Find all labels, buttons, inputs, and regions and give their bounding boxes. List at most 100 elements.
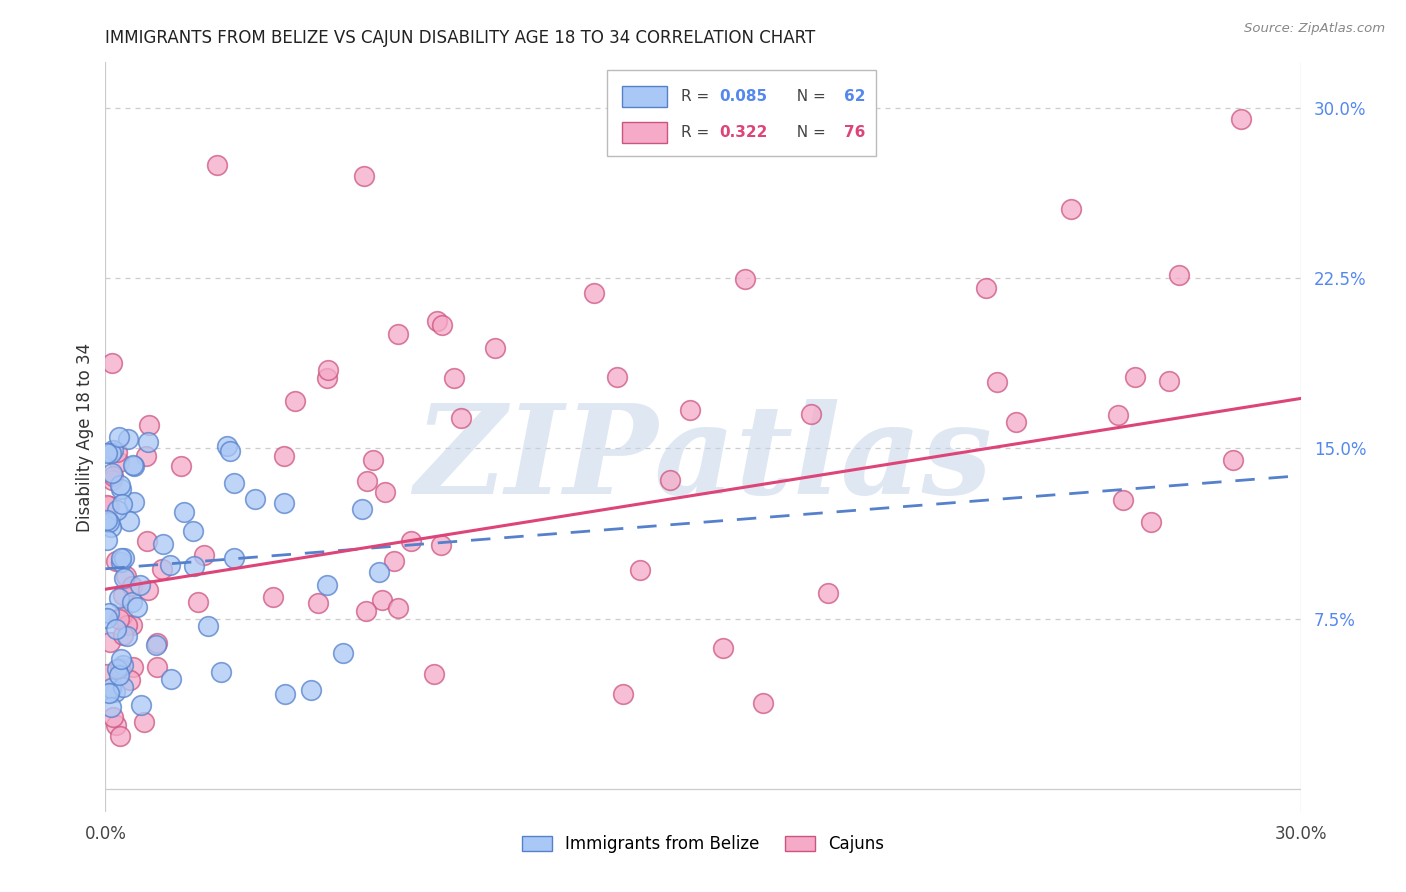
Legend: Immigrants from Belize, Cajuns: Immigrants from Belize, Cajuns bbox=[516, 829, 890, 860]
Point bbox=[112, 571, 135, 585]
Point bbox=[96, 514, 118, 528]
Point bbox=[135, 533, 157, 548]
Point bbox=[103, 710, 125, 724]
Point bbox=[361, 452, 384, 467]
Bar bbox=[621, 121, 666, 143]
Text: 62: 62 bbox=[844, 88, 866, 103]
Point bbox=[374, 485, 396, 500]
Point bbox=[679, 403, 702, 417]
Point bbox=[120, 673, 142, 687]
Point bbox=[96, 533, 118, 547]
Point bbox=[112, 658, 135, 673]
Point bbox=[107, 662, 129, 676]
Point bbox=[262, 590, 284, 604]
Y-axis label: Disability Age 18 to 34: Disability Age 18 to 34 bbox=[76, 343, 94, 532]
Point bbox=[112, 588, 135, 602]
Point bbox=[107, 503, 129, 517]
Text: R =: R = bbox=[682, 125, 714, 140]
Point bbox=[117, 433, 139, 447]
Point bbox=[316, 362, 339, 376]
Point bbox=[443, 371, 465, 385]
Point bbox=[170, 458, 193, 473]
Point bbox=[112, 550, 135, 565]
Point bbox=[96, 667, 118, 681]
Point bbox=[1123, 369, 1146, 384]
Point bbox=[450, 410, 472, 425]
Point bbox=[108, 612, 131, 626]
Point bbox=[100, 681, 122, 695]
Point bbox=[711, 641, 734, 656]
Point bbox=[122, 495, 145, 509]
Point bbox=[152, 536, 174, 550]
Point bbox=[484, 341, 506, 355]
Point bbox=[219, 443, 242, 458]
Point bbox=[800, 408, 823, 422]
Text: ZIPatlas: ZIPatlas bbox=[413, 399, 993, 520]
Point bbox=[101, 468, 124, 483]
Point bbox=[1112, 492, 1135, 507]
Point bbox=[387, 327, 409, 342]
Text: Source: ZipAtlas.com: Source: ZipAtlas.com bbox=[1244, 22, 1385, 36]
Point bbox=[628, 563, 651, 577]
Point bbox=[105, 554, 128, 568]
Point bbox=[150, 562, 173, 576]
Point bbox=[1157, 374, 1180, 388]
Text: N =: N = bbox=[787, 125, 831, 140]
Point bbox=[96, 611, 118, 625]
Point bbox=[104, 685, 127, 699]
Point bbox=[432, 318, 454, 333]
Point bbox=[307, 596, 329, 610]
Point bbox=[97, 515, 120, 529]
Point bbox=[135, 449, 157, 463]
Point bbox=[100, 699, 122, 714]
Point bbox=[96, 446, 118, 460]
Point bbox=[97, 685, 120, 699]
Point bbox=[110, 555, 132, 569]
Point bbox=[98, 500, 121, 514]
Point bbox=[108, 661, 131, 675]
Point bbox=[134, 715, 156, 730]
Point bbox=[110, 551, 132, 566]
Point bbox=[274, 687, 297, 701]
Point bbox=[108, 478, 131, 492]
Point bbox=[817, 586, 839, 600]
Point bbox=[751, 696, 773, 710]
Point bbox=[146, 636, 169, 650]
Point bbox=[129, 698, 152, 712]
Point bbox=[98, 634, 121, 648]
Text: 76: 76 bbox=[844, 125, 866, 140]
Point bbox=[368, 565, 391, 579]
Point bbox=[422, 667, 444, 681]
Point bbox=[108, 430, 131, 444]
Point bbox=[612, 687, 634, 701]
Point bbox=[582, 285, 605, 300]
Point bbox=[193, 548, 215, 562]
Point bbox=[1229, 112, 1251, 127]
Point bbox=[382, 554, 405, 568]
Point bbox=[284, 394, 307, 409]
Point bbox=[1060, 202, 1083, 216]
Point bbox=[101, 443, 124, 458]
Point bbox=[121, 595, 143, 609]
Point bbox=[121, 578, 143, 592]
Point bbox=[129, 578, 152, 592]
Point bbox=[122, 458, 145, 473]
Point bbox=[118, 514, 141, 528]
Point bbox=[100, 520, 122, 534]
Point bbox=[105, 445, 128, 459]
Point bbox=[974, 281, 997, 295]
Point bbox=[160, 672, 183, 686]
Point bbox=[183, 558, 205, 573]
Point bbox=[100, 473, 122, 487]
Point bbox=[127, 599, 149, 614]
Point bbox=[96, 498, 118, 512]
Point bbox=[181, 524, 204, 538]
Text: 0.322: 0.322 bbox=[720, 125, 768, 140]
Point bbox=[122, 660, 145, 674]
Point bbox=[356, 474, 378, 488]
Point bbox=[222, 476, 245, 491]
Point bbox=[197, 619, 219, 633]
Point bbox=[108, 455, 131, 469]
FancyBboxPatch shape bbox=[607, 70, 876, 156]
Point bbox=[108, 730, 131, 744]
